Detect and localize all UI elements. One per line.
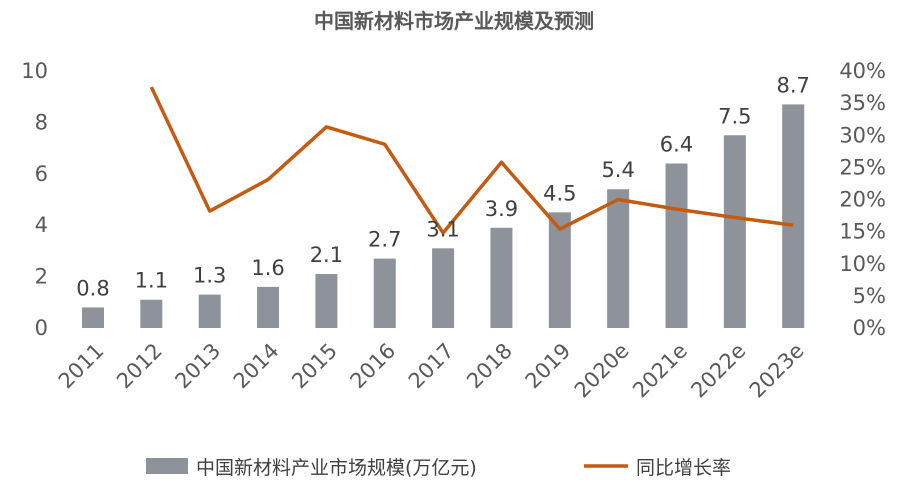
right-tick-30%: 30% — [839, 123, 886, 147]
data-label-2012: 1.1 — [135, 269, 168, 293]
x-tick-2013: 2013 — [170, 339, 225, 394]
right-tick-5%: 5% — [853, 284, 886, 308]
x-tick-2023e: 2023e — [745, 339, 809, 403]
x-tick-2018: 2018 — [462, 339, 517, 394]
right-tick-25%: 25% — [839, 155, 886, 179]
x-tick-2021e: 2021e — [628, 339, 692, 403]
data-label-2011: 0.8 — [76, 276, 109, 300]
bar-2023e — [782, 104, 805, 328]
data-label-2015: 2.1 — [310, 243, 343, 267]
data-label-2022e: 7.5 — [718, 104, 751, 128]
legend-line-label: 同比增长率 — [636, 457, 731, 479]
data-label-2018: 3.9 — [485, 197, 518, 221]
x-tick-2016: 2016 — [346, 339, 401, 394]
growth-rate-line — [149, 86, 794, 235]
left-tick-8: 8 — [35, 110, 48, 134]
x-tick-2014: 2014 — [229, 339, 284, 394]
bar-2021e — [665, 163, 688, 328]
data-label-2017: 3.1 — [426, 217, 459, 241]
data-label-2021e: 6.4 — [660, 133, 693, 157]
right-tick-10%: 10% — [839, 252, 886, 276]
data-label-2020e: 5.4 — [601, 158, 634, 182]
left-tick-4: 4 — [35, 213, 48, 237]
right-tick-0%: 0% — [853, 316, 886, 340]
bar-2012 — [140, 299, 163, 328]
data-label-2013: 1.3 — [193, 264, 226, 288]
left-tick-10: 10 — [21, 59, 48, 83]
x-tick-2011: 2011 — [54, 339, 109, 394]
bar-2014 — [257, 286, 280, 328]
legend: 中国新材料产业市场规模(万亿元) 同比增长率 — [146, 457, 731, 479]
right-tick-20%: 20% — [839, 188, 886, 212]
right-tick-35%: 35% — [839, 91, 886, 115]
left-tick-2: 2 — [35, 265, 48, 289]
left-tick-0: 0 — [35, 316, 48, 340]
data-label-2016: 2.7 — [368, 228, 401, 252]
bar-2015 — [315, 274, 338, 328]
data-label-2014: 1.6 — [251, 256, 284, 280]
bar-2017 — [432, 248, 455, 328]
right-tick-15%: 15% — [839, 220, 886, 244]
bar-2022e — [723, 135, 746, 328]
data-label-2023e: 8.7 — [776, 73, 809, 97]
bar-2018 — [490, 227, 513, 328]
x-tick-2015: 2015 — [287, 339, 342, 394]
data-label-2019: 4.5 — [543, 181, 576, 205]
bar-2019 — [548, 212, 571, 328]
x-tick-2017: 2017 — [404, 339, 459, 394]
bar-2011 — [82, 307, 104, 328]
x-tick-2020e: 2020e — [570, 339, 634, 403]
left-tick-6: 6 — [35, 162, 48, 186]
x-tick-2012: 2012 — [112, 339, 167, 394]
bar-2016 — [373, 258, 396, 328]
legend-bar-swatch — [146, 458, 188, 474]
chart-title: 中国新材料市场产业规模及预测 — [314, 9, 594, 33]
bar-2020e — [607, 189, 630, 328]
x-tick-2019: 2019 — [521, 339, 576, 394]
x-tick-2022e: 2022e — [686, 339, 750, 403]
bar-2013 — [198, 294, 221, 328]
legend-bar-label: 中国新材料产业市场规模(万亿元) — [196, 457, 477, 479]
right-tick-40%: 40% — [839, 59, 886, 83]
